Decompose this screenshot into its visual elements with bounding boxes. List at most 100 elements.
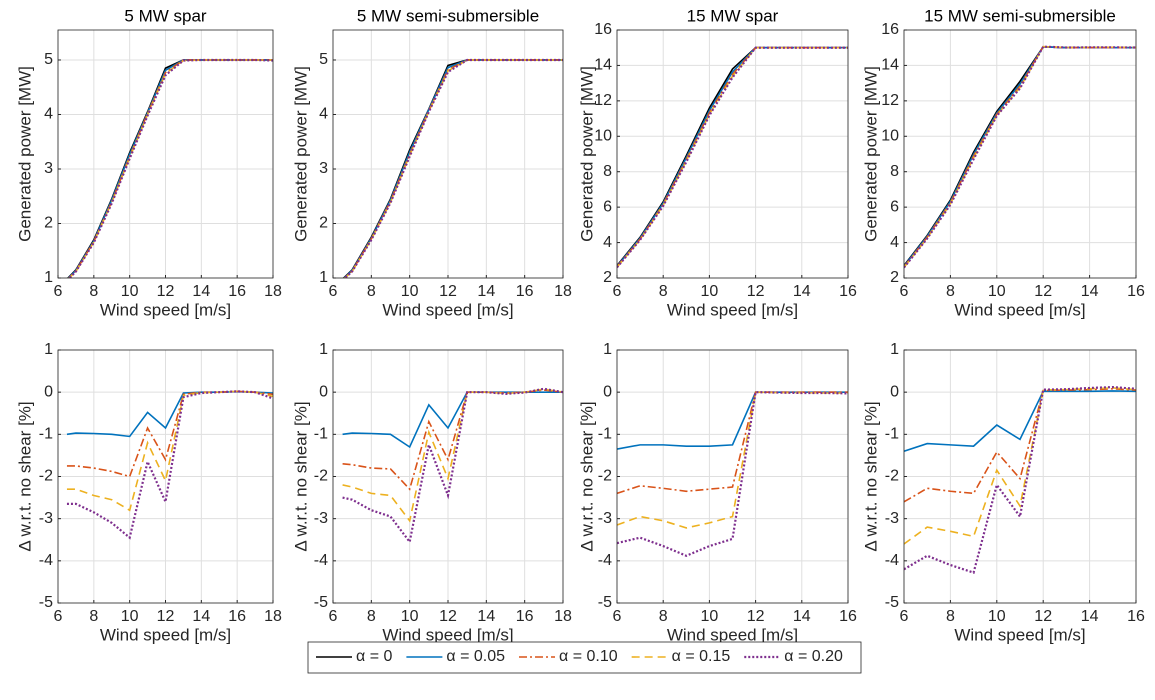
y-tick-label: -1 bbox=[885, 426, 899, 443]
subplot: 6 8 10 12 14 16 -5 -4 -3 -2 -1 0 1 Wind speed [m/s] Δ … bbox=[577, 341, 857, 644]
x-tick-label: 8 bbox=[89, 608, 98, 625]
y-tick-label: -1 bbox=[39, 426, 53, 443]
x-tick-label: 16 bbox=[228, 608, 246, 625]
x-axis-label: Wind speed [m/s] bbox=[100, 300, 231, 319]
lines bbox=[66, 390, 273, 540]
y-tick-label: -3 bbox=[885, 510, 899, 527]
y-tick-label: 6 bbox=[603, 198, 612, 215]
y-tick-label: -5 bbox=[39, 594, 53, 611]
x-tick-label: 10 bbox=[701, 283, 719, 300]
y-axis-label: Generated power [MW] bbox=[15, 66, 34, 242]
y-tick-label: 2 bbox=[890, 269, 899, 286]
x-tick-label: 18 bbox=[264, 283, 282, 300]
y-axis-label: Δ w.r.t. no shear [%] bbox=[577, 401, 596, 551]
x-tick-label: 6 bbox=[54, 608, 63, 625]
lines bbox=[342, 58, 563, 278]
y-tick-label: -2 bbox=[598, 468, 612, 485]
lines bbox=[904, 45, 1136, 269]
x-tick-label: 12 bbox=[439, 283, 457, 300]
x-tick-label: 14 bbox=[793, 283, 811, 300]
axes-box bbox=[903, 349, 1137, 604]
series-line bbox=[617, 391, 848, 557]
axes-box bbox=[332, 29, 564, 279]
series-line bbox=[66, 390, 273, 512]
series-line bbox=[617, 46, 848, 268]
series-line bbox=[904, 386, 1136, 575]
x-tick-label: 10 bbox=[401, 283, 419, 300]
subplot-title: 5 MW semi-submersible bbox=[357, 6, 539, 25]
x-tick-label: 16 bbox=[1127, 608, 1145, 625]
lines bbox=[617, 46, 848, 269]
x-tick-label: 14 bbox=[793, 608, 811, 625]
legend-label: α = 0.10 bbox=[559, 648, 618, 665]
y-tick-label: 10 bbox=[594, 128, 612, 145]
subplot: 6 8 10 12 14 16 18 -5 -4 -3 -2 -1 0 1 Wind speed [m/s]… bbox=[15, 341, 282, 644]
x-tick-label: 8 bbox=[946, 608, 955, 625]
x-tick-label: 8 bbox=[659, 608, 668, 625]
x-tick-label: 8 bbox=[946, 283, 955, 300]
y-tick-label: -2 bbox=[314, 468, 328, 485]
x-tick-label: 8 bbox=[367, 283, 376, 300]
series-line bbox=[66, 390, 273, 540]
x-axis-label: Wind speed [m/s] bbox=[100, 625, 231, 644]
y-tick-label: -3 bbox=[39, 510, 53, 527]
x-axis-label: Wind speed [m/s] bbox=[954, 300, 1085, 319]
subplot: 6 8 10 12 14 16 2 4 6 8 10 12 14 16 15 MW spar Wind spe… bbox=[577, 6, 857, 319]
y-tick-label: 1 bbox=[890, 341, 899, 358]
y-tick-label: 14 bbox=[594, 57, 612, 74]
x-tick-label: 6 bbox=[613, 608, 622, 625]
legend-label: α = 0 bbox=[356, 648, 392, 665]
x-tick-label: 12 bbox=[439, 608, 457, 625]
x-tick-label: 16 bbox=[516, 283, 534, 300]
x-tick-label: 6 bbox=[54, 283, 63, 300]
subplot-title: 5 MW spar bbox=[124, 6, 207, 25]
x-tick-label: 18 bbox=[554, 608, 572, 625]
x-tick-label: 16 bbox=[839, 283, 857, 300]
y-tick-label: -4 bbox=[314, 552, 328, 569]
x-tick-label: 6 bbox=[900, 608, 909, 625]
y-tick-label: 12 bbox=[594, 92, 612, 109]
y-tick-label: 0 bbox=[44, 383, 53, 400]
subplot: 6 8 10 12 14 16 18 -5 -4 -3 -2 -1 0 1 Wind speed [m/s]… bbox=[291, 341, 572, 644]
y-tick-label: 8 bbox=[603, 163, 612, 180]
legend: α = 0 α = 0.05 α = 0.10 α = 0.15 α = 0.20 bbox=[307, 641, 862, 674]
x-tick-label: 16 bbox=[1127, 283, 1145, 300]
y-tick-label: -5 bbox=[598, 594, 612, 611]
x-axis-label: Wind speed [m/s] bbox=[382, 300, 513, 319]
legend-label: α = 0.20 bbox=[784, 648, 843, 665]
y-tick-label: 5 bbox=[319, 51, 328, 68]
x-tick-label: 12 bbox=[747, 608, 765, 625]
axes-box bbox=[57, 349, 274, 604]
y-tick-label: -5 bbox=[885, 594, 899, 611]
x-tick-label: 16 bbox=[839, 608, 857, 625]
y-tick-label: -4 bbox=[598, 552, 612, 569]
y-tick-label: 1 bbox=[319, 269, 328, 286]
x-tick-label: 12 bbox=[157, 283, 175, 300]
y-tick-label: -2 bbox=[885, 468, 899, 485]
x-tick-label: 10 bbox=[401, 608, 419, 625]
y-tick-label: 1 bbox=[603, 341, 612, 358]
series-line bbox=[904, 390, 1136, 452]
y-tick-label: 4 bbox=[44, 106, 53, 123]
x-tick-label: 18 bbox=[554, 283, 572, 300]
plot-area bbox=[904, 30, 1136, 278]
x-tick-label: 16 bbox=[516, 608, 534, 625]
x-tick-label: 14 bbox=[477, 283, 495, 300]
x-tick-label: 12 bbox=[157, 608, 175, 625]
x-tick-label: 14 bbox=[192, 283, 210, 300]
x-axis-label: Wind speed [m/s] bbox=[382, 625, 513, 644]
x-tick-label: 12 bbox=[1034, 283, 1052, 300]
legend-entry: α = 0 bbox=[316, 648, 392, 665]
y-tick-label: 0 bbox=[319, 383, 328, 400]
x-tick-label: 14 bbox=[1081, 608, 1099, 625]
y-tick-label: -4 bbox=[39, 552, 53, 569]
legend-label: α = 0.05 bbox=[446, 648, 505, 665]
y-tick-label: -2 bbox=[39, 468, 53, 485]
y-tick-label: 1 bbox=[44, 341, 53, 358]
x-tick-label: 10 bbox=[121, 283, 139, 300]
y-tick-label: 16 bbox=[594, 21, 612, 38]
y-tick-label: 14 bbox=[881, 57, 899, 74]
